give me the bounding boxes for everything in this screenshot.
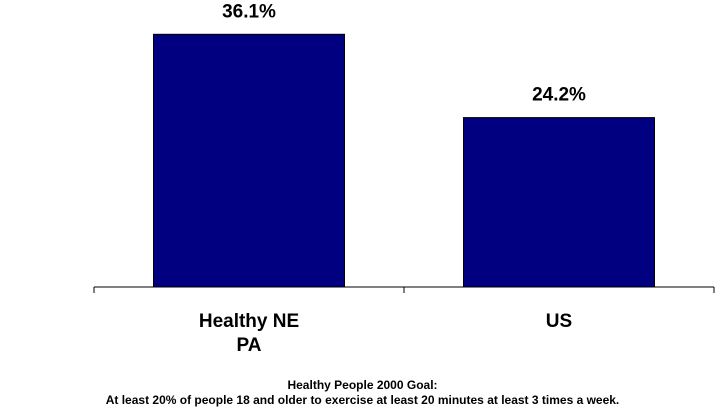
bar-chart: 36.1% Healthy NE PA 24.2% US (93, 1, 715, 356)
category-label-us: US (546, 311, 572, 332)
x-axis (93, 286, 715, 293)
bar-us (463, 117, 655, 288)
footnote-goal-text: At least 20% of people 18 and older to e… (105, 393, 620, 407)
footnote-goal-title: Healthy People 2000 Goal: (287, 378, 438, 392)
labels-group: 36.1% Healthy NE PA 24.2% US (199, 1, 586, 356)
bars-group (153, 33, 655, 288)
data-label-healthy-ne-pa: 36.1% (222, 1, 276, 22)
category-label-healthy-ne-pa: Healthy NE PA (199, 311, 299, 356)
bar-healthy-ne-pa (153, 33, 345, 288)
data-label-us: 24.2% (532, 85, 586, 106)
